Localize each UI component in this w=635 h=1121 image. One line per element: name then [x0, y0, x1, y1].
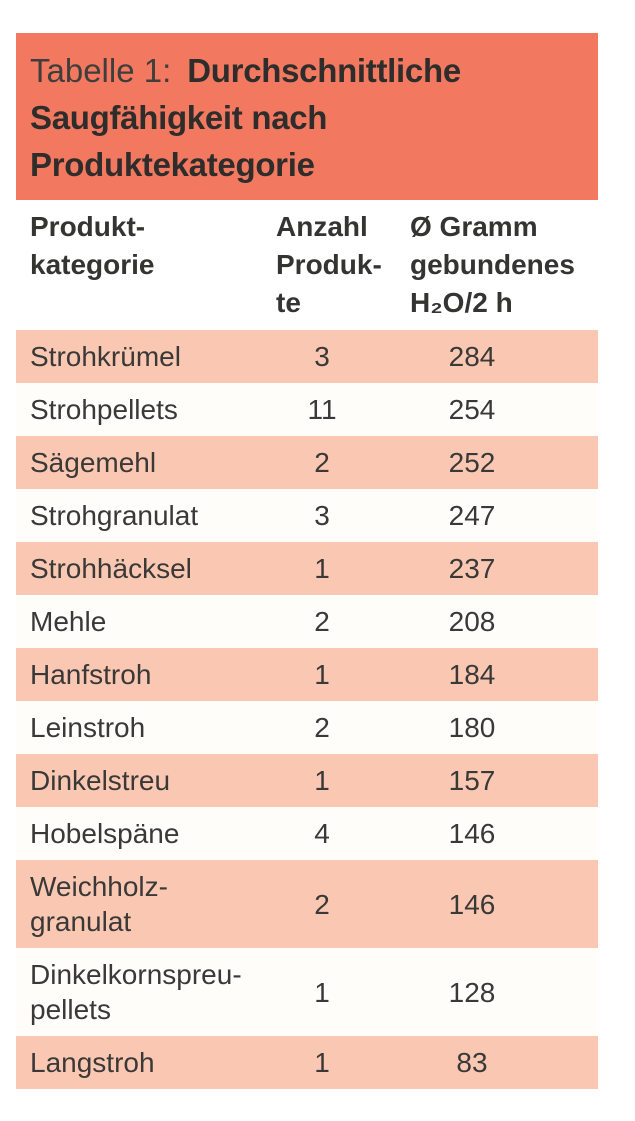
table-row: Strohkrümel 3 284: [16, 330, 598, 383]
cell-value: 180: [448, 712, 496, 743]
cell-count: 2: [314, 888, 330, 920]
cell-category: Hobelspäne: [30, 818, 180, 849]
cell-category: Strohhäcksel: [30, 553, 192, 584]
cell-value: 128: [448, 976, 496, 1008]
cell-value: 157: [448, 765, 496, 796]
table-header-row: Produkt- kategorie Anzahl Produk- te Ø G…: [16, 200, 598, 330]
cell-count: 1: [314, 976, 330, 1008]
table-row: Mehle 2 208: [16, 595, 598, 648]
cell-value: 247: [448, 500, 496, 531]
cell-count: 2: [314, 606, 330, 637]
table-row: Strohgranulat 3 247: [16, 489, 598, 542]
cell-count: 1: [314, 1047, 330, 1078]
column-header-count: Anzahl Produk- te: [276, 211, 382, 318]
cell-category: Hanfstroh: [30, 659, 152, 690]
table-row: Weichholz- granulat 2 146: [16, 860, 598, 948]
cell-count: 3: [314, 500, 330, 531]
cell-value: 146: [448, 888, 496, 920]
cell-value: 184: [448, 659, 496, 690]
cell-value: 237: [448, 553, 496, 584]
cell-category: Strohpellets: [30, 394, 178, 425]
table-row: Hanfstroh 1 184: [16, 648, 598, 701]
cell-category: Weichholz- granulat: [30, 871, 168, 937]
table-row: Dinkelkornspreu- pellets 1 128: [16, 948, 598, 1036]
cell-category: Strohkrümel: [30, 341, 181, 372]
table-row: Hobelspäne 4 146: [16, 807, 598, 860]
table-body: Strohkrümel 3 284 Strohpellets 11 254 Sägemehl…: [16, 330, 598, 1089]
cell-value: 284: [448, 341, 496, 372]
cell-count: 2: [314, 712, 330, 743]
cell-count: 1: [314, 765, 330, 796]
page: Tabelle 1: Durchschnittliche Saugfähigkei…: [16, 33, 598, 1089]
column-header-value: Ø Gramm gebundenes H₂O/2 h: [410, 211, 575, 318]
cell-value: 208: [448, 606, 496, 637]
cell-count: 2: [314, 447, 330, 478]
cell-count: 11: [307, 394, 337, 425]
table-number-label: Tabelle 1:: [30, 52, 172, 89]
table-row: Dinkelstreu 1 157: [16, 754, 598, 807]
table-title-block: Tabelle 1: Durchschnittliche Saugfähigkei…: [16, 33, 598, 200]
cell-category: Strohgranulat: [30, 500, 199, 531]
cell-count: 1: [314, 659, 330, 690]
table-row: Leinstroh 2 180: [16, 701, 598, 754]
column-header-category: Produkt- kategorie: [30, 211, 155, 280]
table-row: Strohpellets 11 254: [16, 383, 598, 436]
cell-category: Langstroh: [30, 1047, 155, 1078]
cell-category: Dinkelkornspreu- pellets: [30, 959, 242, 1025]
cell-count: 4: [314, 818, 330, 849]
cell-category: Leinstroh: [30, 712, 146, 743]
table-row: Strohhäcksel 1 237: [16, 542, 598, 595]
table-row: Sägemehl 2 252: [16, 436, 598, 489]
cell-value: 254: [448, 394, 496, 425]
cell-value: 83: [456, 1047, 488, 1078]
cell-value: 146: [448, 818, 496, 849]
cell-category: Dinkelstreu: [30, 765, 171, 796]
cell-value: 252: [448, 447, 496, 478]
cell-count: 1: [314, 553, 330, 584]
table-heading: Durchschnittliche Saugfähigkeit nach Pro…: [30, 52, 461, 183]
data-table: Produkt- kategorie Anzahl Produk- te Ø G…: [16, 200, 598, 1089]
cell-category: Mehle: [30, 606, 107, 637]
cell-category: Sägemehl: [30, 447, 157, 478]
table-row: Langstroh 1 83: [16, 1036, 598, 1089]
cell-count: 3: [314, 341, 330, 372]
